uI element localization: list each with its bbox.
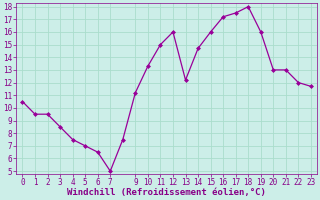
X-axis label: Windchill (Refroidissement éolien,°C): Windchill (Refroidissement éolien,°C)	[67, 188, 266, 197]
